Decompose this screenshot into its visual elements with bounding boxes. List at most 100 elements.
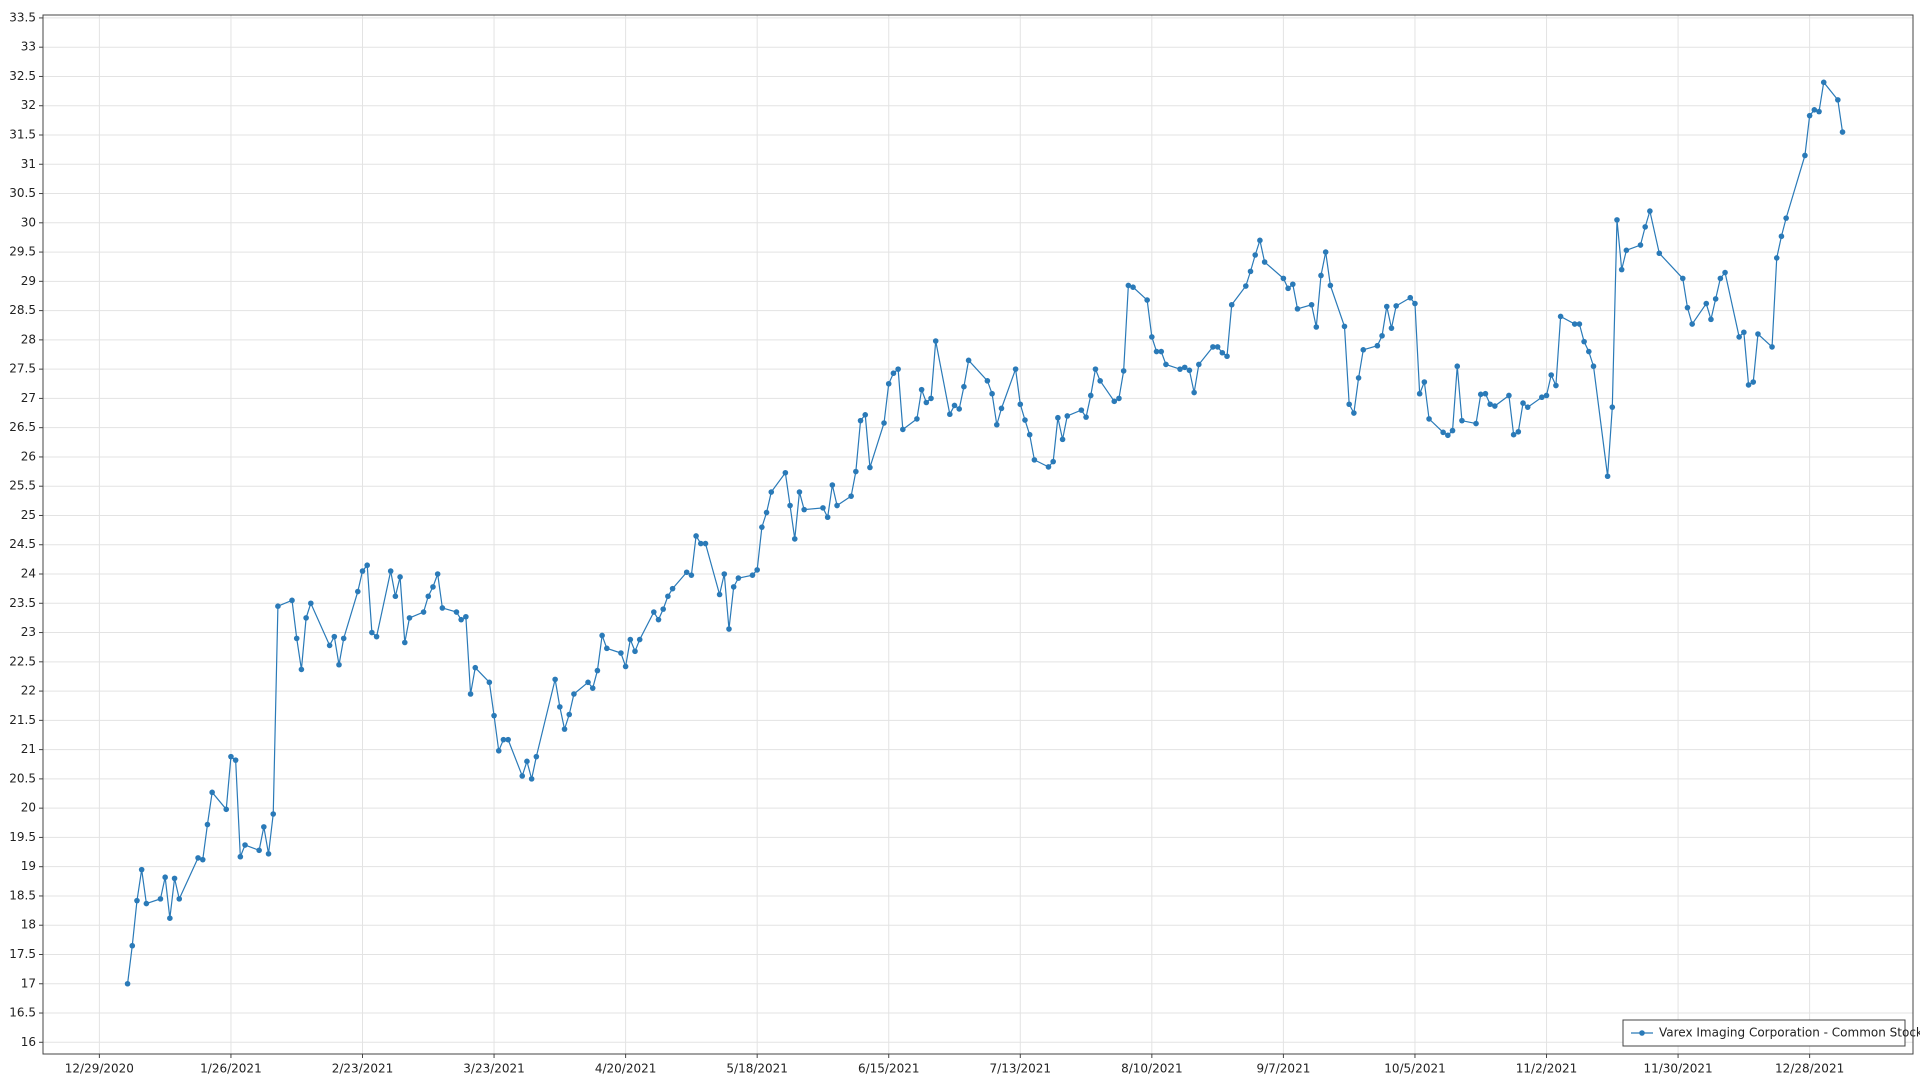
x-tick-label: 11/30/2021 [1643, 1062, 1712, 1076]
data-point [1623, 247, 1630, 254]
data-point [993, 421, 1000, 428]
data-point [256, 847, 262, 854]
data-point [1257, 237, 1263, 244]
data-point [1581, 338, 1587, 345]
data-point [340, 635, 347, 642]
data-point [1130, 284, 1136, 290]
data-point [392, 593, 399, 600]
data-point [1703, 300, 1710, 307]
data-point [505, 736, 511, 743]
data-point [862, 411, 869, 418]
data-point [1191, 389, 1197, 396]
data-point [167, 915, 173, 921]
data-point [1031, 457, 1038, 463]
data-point [1482, 390, 1489, 397]
data-point [660, 606, 667, 612]
data-point [627, 636, 634, 643]
data-point [1186, 367, 1193, 374]
data-point [1802, 152, 1808, 159]
data-point [326, 642, 333, 649]
data-point [1308, 301, 1315, 308]
data-point [702, 540, 709, 547]
y-tick-label: 19.5 [9, 830, 36, 844]
marks [124, 79, 1846, 987]
data-point [665, 593, 671, 600]
data-point [491, 712, 497, 719]
data-point [1393, 303, 1399, 309]
data-point [1078, 407, 1085, 413]
data-point [467, 691, 474, 697]
data-point [289, 597, 295, 604]
legend-box [1622, 1019, 1906, 1047]
data-point [669, 585, 676, 592]
x-tick-label: 2/23/2021 [332, 1062, 394, 1076]
data-point [1736, 334, 1742, 340]
data-point [1510, 431, 1517, 438]
data-point [401, 639, 408, 646]
data-point [359, 568, 366, 574]
data-point [1261, 259, 1268, 265]
y-tick-label: 24 [21, 567, 36, 581]
data-point [308, 600, 314, 607]
data-point [1351, 410, 1357, 416]
y-tick-label: 29 [21, 274, 36, 288]
data-point [735, 575, 742, 581]
data-point [984, 378, 991, 384]
data-point [134, 897, 140, 904]
data-point [820, 505, 826, 511]
data-point [801, 506, 807, 513]
data-point [387, 568, 394, 574]
data-point [171, 875, 178, 882]
data-point [1181, 364, 1188, 371]
data-point [571, 691, 577, 697]
data-point [787, 502, 793, 509]
data-point [618, 650, 624, 656]
data-point [716, 591, 723, 598]
y-tick-label: 21 [21, 742, 36, 756]
data-point [1741, 329, 1747, 336]
data-point [1755, 331, 1761, 337]
data-point [998, 405, 1005, 412]
x-tick-label: 10/5/2021 [1384, 1062, 1446, 1076]
data-point [1196, 361, 1202, 368]
data-point [270, 811, 277, 817]
data-point [1120, 368, 1127, 374]
data-point [1346, 401, 1352, 408]
y-tick-label: 25 [21, 508, 36, 522]
data-point [1012, 366, 1019, 372]
legend-label: Varex Imaging Corporation - Common Stock [1659, 1026, 1920, 1040]
data-point [561, 726, 568, 732]
data-point [275, 603, 281, 610]
data-point [1520, 400, 1526, 406]
x-tick-label: 12/28/2021 [1775, 1062, 1844, 1076]
data-point [1045, 464, 1052, 470]
data-point [1111, 398, 1118, 405]
data-point [1839, 129, 1846, 135]
x-tick-label: 8/10/2021 [1121, 1062, 1183, 1076]
data-point [1383, 303, 1390, 310]
data-point [867, 464, 873, 471]
data-point [1722, 269, 1728, 276]
data-point [1421, 379, 1428, 385]
data-point [557, 704, 563, 710]
data-point [914, 416, 920, 422]
y-tick-label: 27 [21, 391, 36, 405]
data-point [1355, 375, 1362, 381]
data-point [425, 593, 432, 600]
data-point [1773, 255, 1780, 261]
data-point [622, 663, 629, 670]
data-point [683, 569, 690, 576]
data-point [900, 426, 906, 433]
data-point [1571, 321, 1578, 327]
data-point [1586, 348, 1592, 355]
data-point [209, 789, 215, 796]
data-point [923, 399, 930, 406]
data-point [1576, 321, 1583, 327]
data-point [1473, 420, 1479, 427]
data-point [1407, 294, 1414, 301]
data-point [721, 571, 728, 577]
data-point [129, 942, 136, 949]
data-point [754, 567, 760, 573]
data-point [528, 776, 535, 782]
